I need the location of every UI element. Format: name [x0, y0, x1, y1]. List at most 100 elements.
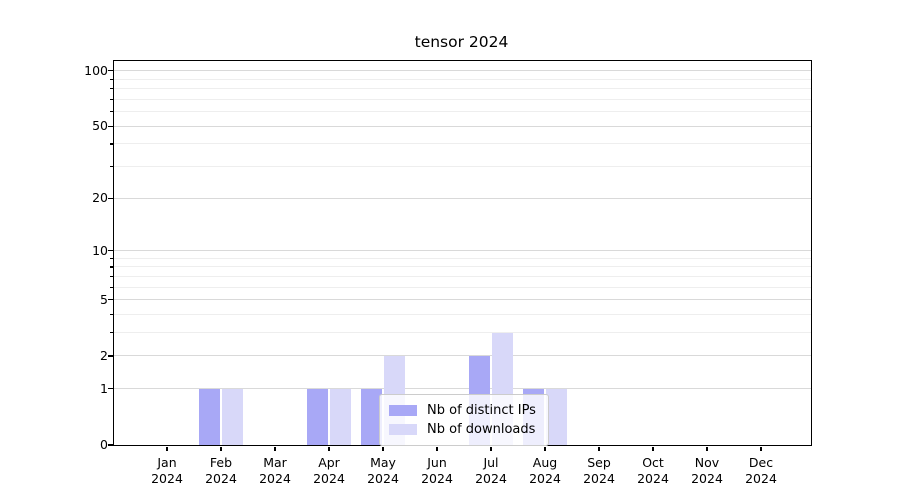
y-axis-minor-tick: [109, 313, 113, 316]
y-axis-minor-tick: [109, 143, 113, 145]
y-axis-tick-label: 1: [100, 380, 108, 396]
x-label-year: 2024: [421, 471, 453, 486]
x-label-year: 2024: [583, 471, 615, 486]
minor-gridline: [114, 88, 811, 90]
minor-gridline: [114, 286, 811, 288]
y-axis-minor-tick: [109, 78, 113, 80]
legend-label-downloads: Nb of downloads: [427, 422, 536, 437]
legend-item-distinct-ips: Nb of distinct IPs: [389, 401, 536, 420]
x-label-year: 2024: [367, 471, 399, 486]
y-axis-tick: [107, 197, 113, 199]
y-axis-tick: [107, 388, 113, 390]
legend-swatch-downloads: [389, 424, 417, 435]
y-axis-tick-label: 0: [100, 437, 108, 452]
minor-gridline: [114, 166, 811, 168]
x-label-month: Feb: [209, 455, 233, 470]
x-label-year: 2024: [313, 471, 345, 486]
x-axis-label: Mar 2024: [245, 455, 305, 487]
x-label-year: 2024: [637, 471, 669, 486]
y-axis-minor-tick: [109, 266, 113, 268]
y-axis-minor-tick: [109, 332, 113, 334]
minor-gridline: [114, 111, 811, 113]
x-axis-label: Aug 2024: [515, 455, 575, 487]
x-axis-label: Jan 2024: [137, 455, 197, 487]
minor-gridline: [114, 266, 811, 268]
bar-downloads-aug: [546, 388, 567, 445]
x-axis-tick: [760, 446, 762, 451]
bar-downloads-apr: [330, 388, 351, 445]
x-label-year: 2024: [529, 471, 561, 486]
minor-gridline: [114, 143, 811, 145]
legend-swatch-distinct-ips: [389, 405, 417, 416]
x-axis-tick: [598, 446, 600, 451]
x-axis-tick: [328, 446, 330, 451]
bar-distinct-ips-feb: [199, 388, 220, 445]
x-axis-label: Jun 2024: [407, 455, 467, 487]
minor-gridline: [114, 275, 811, 277]
y-axis-tick-label: 20: [92, 190, 108, 206]
x-label-month: Sep: [587, 455, 611, 470]
x-label-month: Dec: [748, 455, 774, 470]
x-axis-tick: [544, 446, 546, 451]
y-axis-tick-label: 50: [92, 118, 108, 134]
y-axis-tick-label: 10: [92, 242, 108, 258]
major-gridline: [114, 299, 811, 301]
chart-title: tensor 2024: [414, 33, 509, 51]
x-axis-label: May 2024: [353, 455, 413, 487]
y-axis-minor-tick: [109, 165, 113, 168]
x-axis-label: Nov 2024: [677, 455, 737, 487]
major-gridline: [114, 125, 811, 127]
y-axis-minor-tick: [109, 88, 113, 90]
x-axis-label: Jul 2024: [461, 455, 521, 487]
plot-area: Nb of distinct IPs Nb of downloads 0 1 2 5 1…: [84, 60, 812, 486]
x-label-month: Aug: [532, 455, 558, 470]
x-label-month: Jul: [483, 455, 499, 470]
y-axis-tick: [107, 70, 113, 72]
y-axis-tick: [107, 355, 113, 357]
x-label-month: Apr: [318, 455, 340, 470]
x-label-year: 2024: [151, 471, 183, 486]
x-label-month: Nov: [694, 455, 720, 470]
major-gridline: [114, 197, 811, 199]
x-axis-tick: [274, 446, 276, 451]
x-label-month: Oct: [642, 455, 664, 470]
y-axis-tick-label: 2: [100, 347, 108, 363]
x-label-month: Jan: [157, 455, 177, 470]
major-gridline: [114, 70, 811, 72]
y-axis-tick: [107, 125, 113, 127]
x-label-month: Mar: [263, 455, 287, 470]
x-axis-tick: [436, 446, 438, 451]
legend: Nb of distinct IPs Nb of downloads: [379, 394, 549, 446]
y-axis-tick: [107, 444, 113, 446]
minor-gridline: [114, 332, 811, 334]
y-axis-tick-label: 100: [84, 62, 108, 78]
x-axis-label: Sep 2024: [569, 455, 629, 487]
x-axis-label: Dec 2024: [731, 455, 791, 487]
x-axis-label: Feb 2024: [191, 455, 251, 487]
y-axis-minor-tick: [109, 286, 113, 288]
x-axis-tick: [490, 446, 492, 451]
x-axis-tick: [652, 446, 654, 451]
x-label-year: 2024: [205, 471, 237, 486]
minor-gridline: [114, 98, 811, 100]
legend-label-distinct-ips: Nb of distinct IPs: [427, 403, 536, 418]
x-label-year: 2024: [745, 471, 777, 486]
y-axis-tick: [107, 299, 113, 301]
x-axis-tick: [706, 446, 708, 451]
x-label-year: 2024: [691, 471, 723, 486]
x-label-year: 2024: [259, 471, 291, 486]
y-axis-minor-tick: [109, 111, 113, 113]
y-axis-tick-label: 5: [100, 291, 108, 307]
major-gridline: [114, 355, 811, 357]
major-gridline: [114, 250, 811, 252]
minor-gridline: [114, 257, 811, 259]
major-gridline: [114, 388, 811, 390]
y-axis-minor-tick: [109, 98, 113, 101]
x-label-month: Jun: [427, 455, 447, 470]
minor-gridline: [114, 78, 811, 80]
x-axis-label: Oct 2024: [623, 455, 683, 487]
legend-item-downloads: Nb of downloads: [389, 420, 536, 439]
x-label-month: May: [370, 455, 396, 470]
x-axis-label: Apr 2024: [299, 455, 359, 487]
